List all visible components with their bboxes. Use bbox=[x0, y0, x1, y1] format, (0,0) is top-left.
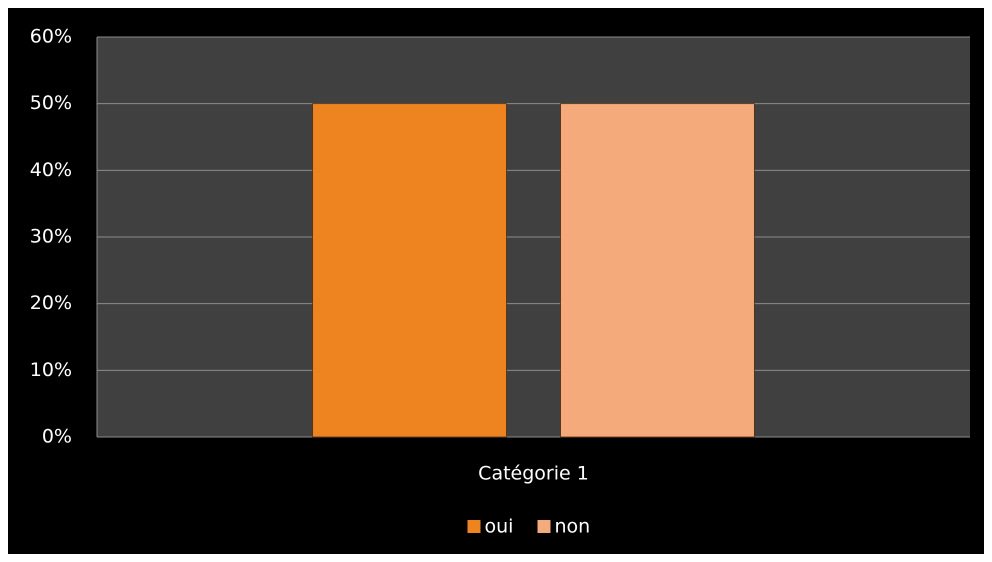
y-tick-label: 40% bbox=[30, 159, 72, 181]
y-tick-label: 60% bbox=[30, 26, 72, 48]
legend-label: non bbox=[555, 516, 591, 538]
legend-swatch bbox=[537, 520, 551, 533]
legend-swatch bbox=[467, 520, 481, 533]
legend-label: oui bbox=[485, 516, 514, 538]
bar bbox=[312, 103, 507, 438]
y-tick-label: 50% bbox=[30, 92, 72, 114]
y-tick-label: 10% bbox=[30, 359, 72, 381]
y-tick-label: 20% bbox=[30, 292, 72, 314]
y-tick-label: 0% bbox=[42, 426, 72, 448]
bar bbox=[560, 103, 755, 438]
y-tick-label: 30% bbox=[30, 226, 72, 248]
x-tick-label: Catégorie 1 bbox=[478, 463, 589, 485]
